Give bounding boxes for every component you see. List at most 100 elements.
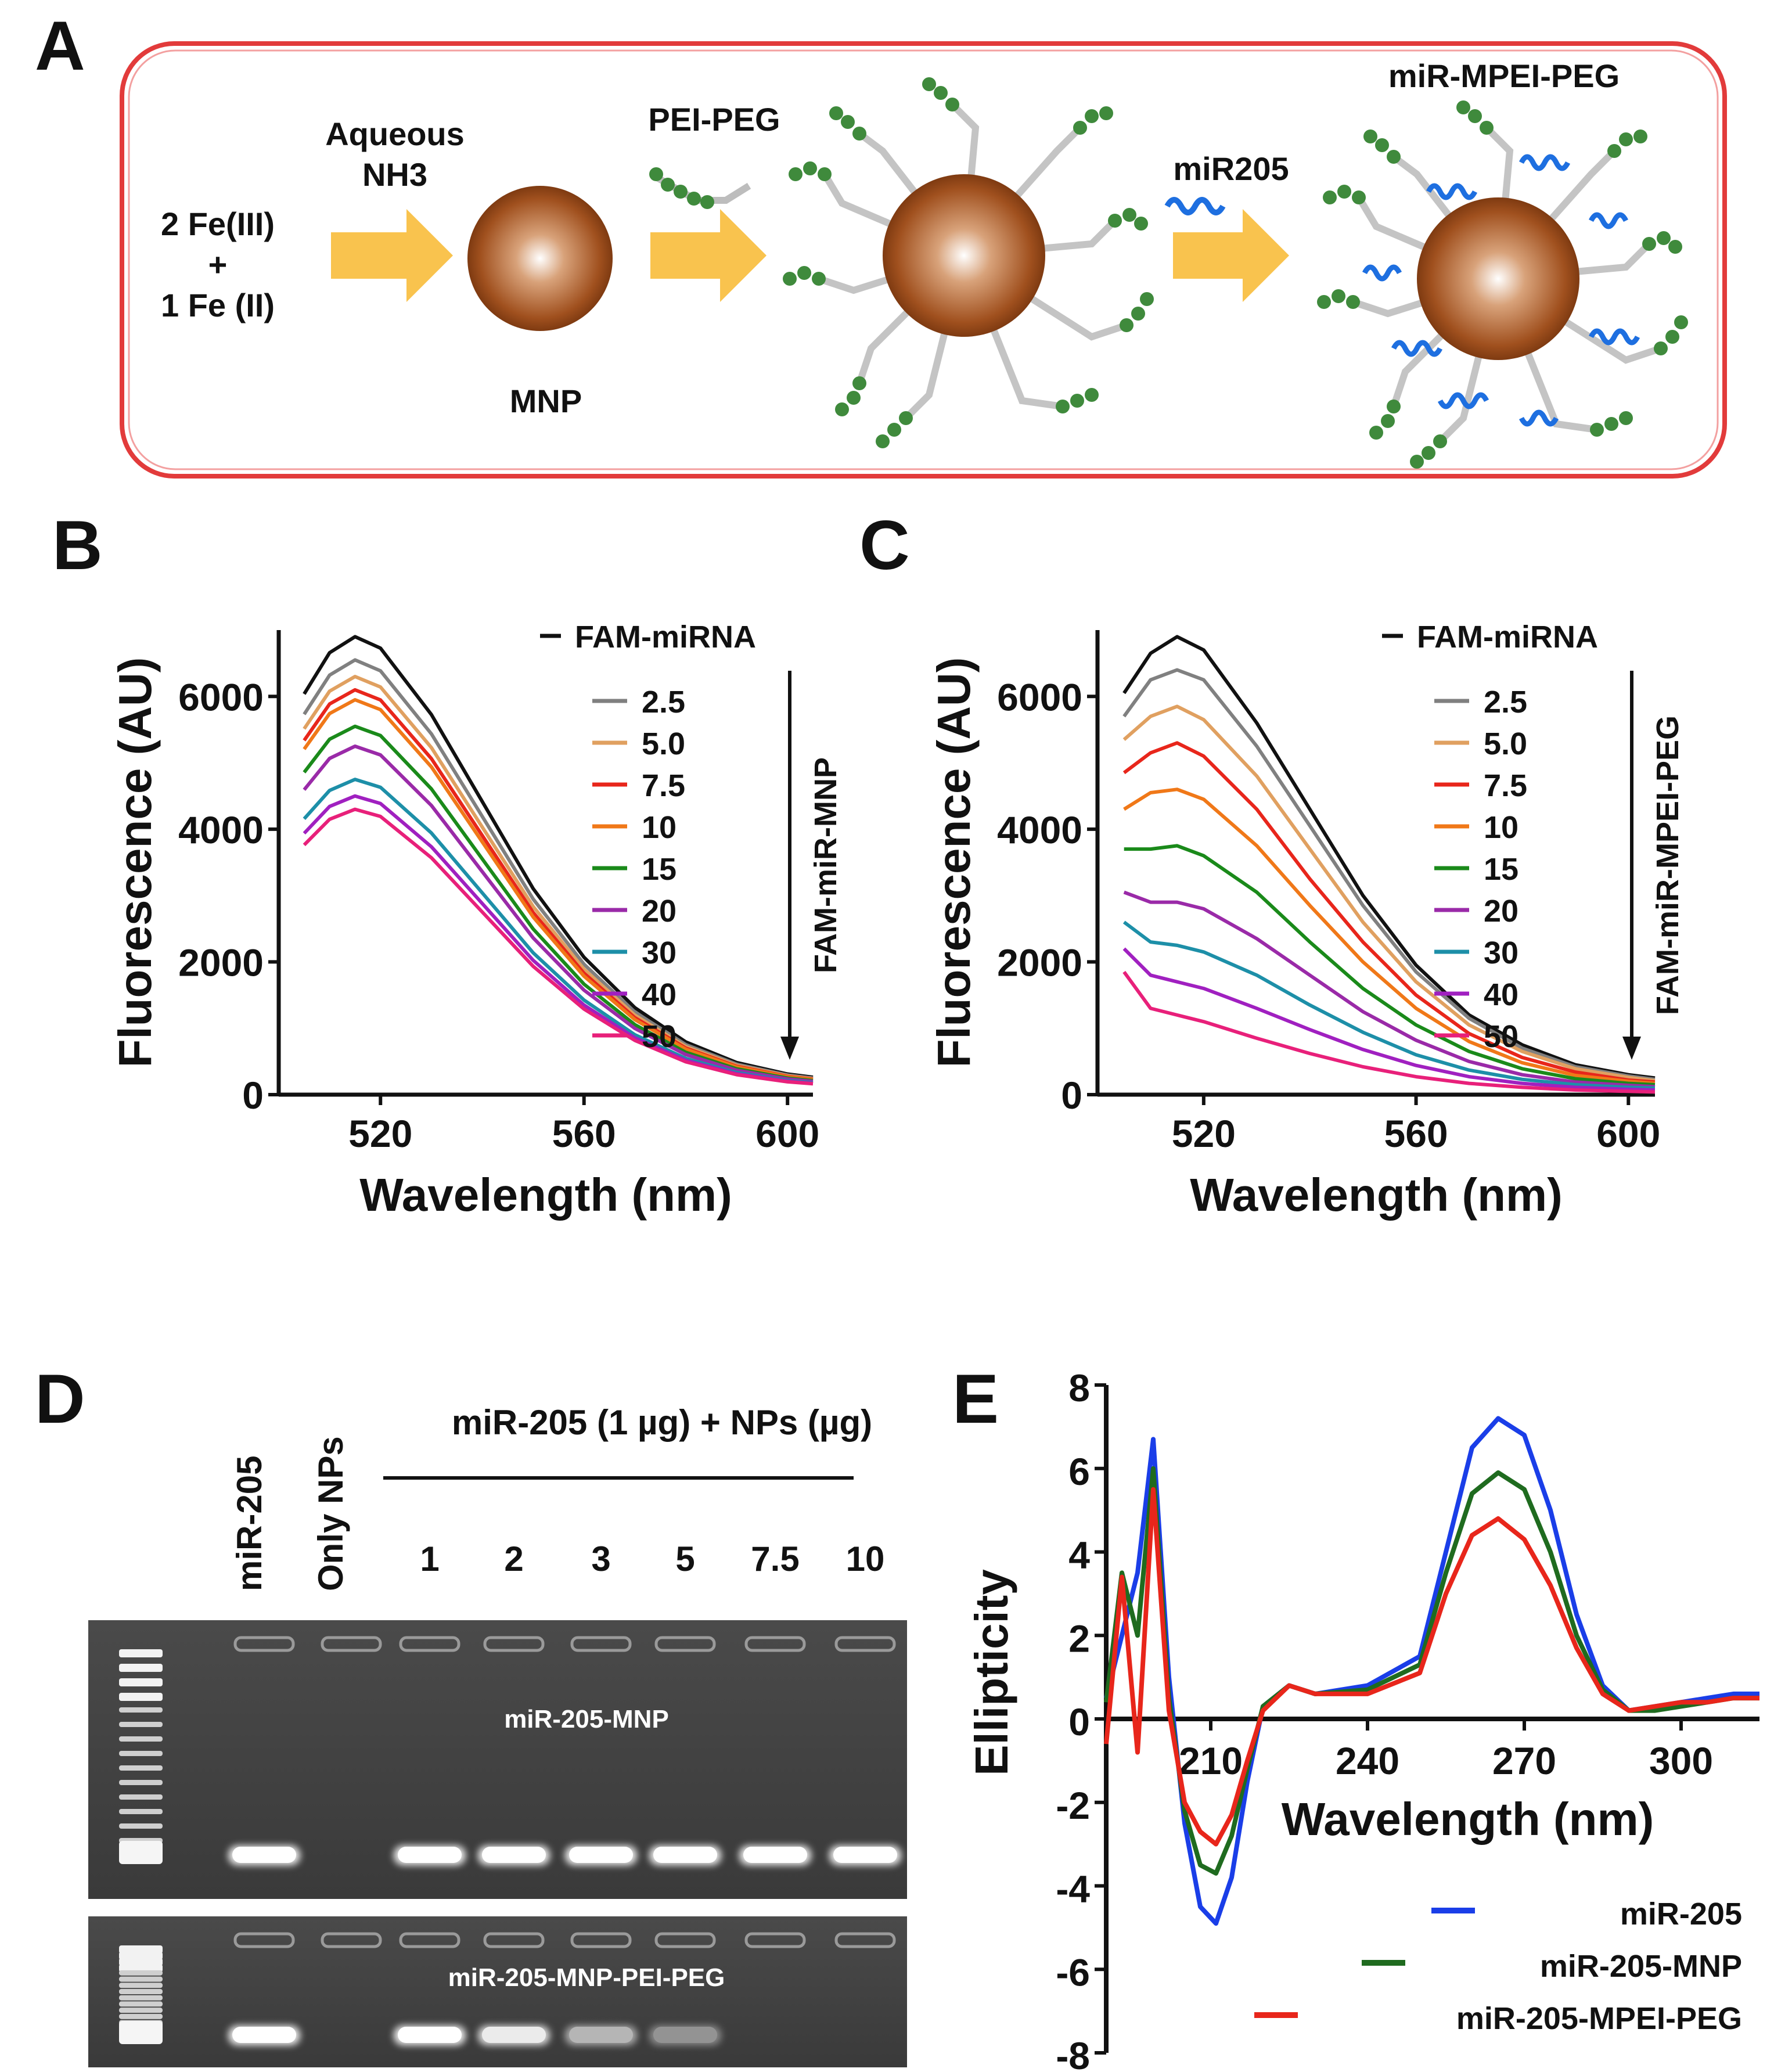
legend-label-FAM-miRNA: FAM-miRNA xyxy=(1417,620,1598,654)
gel-image-mnp-pei-peg xyxy=(88,1916,907,2067)
gel-ladder-band xyxy=(119,1841,163,1864)
gel-well xyxy=(744,1932,806,1948)
gel-group-header: miR-205 (1 µg) + NPs (µg) xyxy=(452,1403,872,1442)
legend-arrow-label: FAM-miR-MPEI-PEG xyxy=(1650,715,1685,1015)
series-line-20 xyxy=(1123,890,1656,1089)
gel-ladder-band xyxy=(119,1664,163,1672)
gel-well xyxy=(654,1932,716,1948)
gel-dose-label: 10 xyxy=(846,1539,885,1578)
legend-label-2.5: 2.5 xyxy=(1484,685,1527,720)
y-tick-label: 6000 xyxy=(178,675,264,718)
x-tick-label: 560 xyxy=(552,1112,616,1155)
x-tick-label: 560 xyxy=(1384,1112,1448,1155)
y-tick-label: 2 xyxy=(1068,1617,1090,1660)
gel-ladder-band xyxy=(119,1678,163,1686)
gel-ladder-band xyxy=(119,1751,163,1756)
gel-ladder-band xyxy=(119,1964,163,1973)
y-axis-title: Fluorescence (AU) xyxy=(109,657,161,1068)
reactant-line2: 1 Fe (II) xyxy=(161,287,275,323)
mirna-icon xyxy=(1164,197,1226,215)
series-line-FAM-miRNA xyxy=(303,635,814,1079)
series-line-miR-205 xyxy=(1104,1416,1759,1926)
gel-well xyxy=(834,1636,896,1652)
legend-arrow-head-icon xyxy=(1622,1037,1641,1060)
y-tick-label: 0 xyxy=(1061,1074,1082,1117)
series-line-7.5 xyxy=(303,688,814,1081)
series-line-15 xyxy=(303,724,814,1082)
arrow-3-icon xyxy=(1173,209,1289,302)
series-line-20 xyxy=(303,744,814,1084)
x-axis-title: Wavelength (nm) xyxy=(359,1169,732,1221)
gel-ladder-band xyxy=(119,2001,163,2007)
gel-band xyxy=(569,2027,633,2043)
reactant-line1: 2 Fe(III) xyxy=(161,206,275,242)
gel-band xyxy=(232,2027,296,2043)
x-tick-label: 600 xyxy=(1596,1112,1660,1155)
legend-label-5.0: 5.0 xyxy=(1484,726,1527,761)
chart-b: 0 2000 4000 6000 520 560 600 Wavelength (nm) Flu… xyxy=(109,620,843,1221)
y-tick-label: 4000 xyxy=(997,808,1082,851)
gel-band xyxy=(833,1847,897,1863)
gel-ladder-band xyxy=(119,1958,163,1966)
gel1-label: miR-205-MNP xyxy=(504,1705,669,1733)
legend-label-miR-205-MPEI-PEG: miR-205-MPEI-PEG xyxy=(1456,2001,1742,2036)
y-tick-label: 4000 xyxy=(178,808,264,851)
reactant-plus: + xyxy=(208,246,228,283)
legend-label-miR-205: miR-205 xyxy=(1620,1897,1742,1931)
legend-arrow-head-icon xyxy=(780,1037,799,1060)
x-axis-title: Wavelength (nm) xyxy=(1190,1169,1562,1221)
gel-ladder-band xyxy=(119,1970,163,1976)
gel-dose-label: 7.5 xyxy=(751,1539,799,1578)
pei-peg-icon xyxy=(649,167,751,209)
legend-label-20: 20 xyxy=(642,894,677,929)
series-line-15 xyxy=(1124,844,1656,1087)
series-line-10 xyxy=(1123,787,1656,1085)
x-tick-label: 300 xyxy=(1649,1739,1713,1782)
legend-label-40: 40 xyxy=(1484,977,1518,1012)
legend-label-FAM-miRNA: FAM-miRNA xyxy=(575,620,756,654)
legend-label-50: 50 xyxy=(642,1019,677,1054)
schematic-border-inner xyxy=(128,49,1719,470)
x-axis-title: Wavelength (nm) xyxy=(1282,1793,1654,1845)
gel-dose-label: 2 xyxy=(504,1539,523,1578)
gel-dose-label: 5 xyxy=(675,1539,695,1578)
gel-ladder-band xyxy=(119,1765,163,1771)
gel-well xyxy=(834,1932,896,1948)
gel-lane-header-mir205: miR-205 xyxy=(230,1456,269,1591)
x-tick-label: 240 xyxy=(1336,1739,1399,1782)
gel-ladder-band xyxy=(119,1809,163,1814)
series-line-2.5 xyxy=(303,658,814,1080)
gel-ladder-band xyxy=(119,1989,163,1994)
gel-well xyxy=(233,1636,295,1652)
x-tick-label: 600 xyxy=(755,1112,819,1155)
gel-ladder-band xyxy=(119,1736,163,1742)
gel-well xyxy=(483,1636,545,1652)
gel-lane-header-only-nps: Only NPs xyxy=(311,1436,350,1591)
legend-label-30: 30 xyxy=(1484,936,1518,970)
legend-label-7.5: 7.5 xyxy=(1484,768,1527,803)
gel-well xyxy=(399,1636,460,1652)
panel-label-c: C xyxy=(859,506,910,584)
series-line-7.5 xyxy=(1122,741,1656,1084)
legend-label-7.5: 7.5 xyxy=(642,768,685,803)
gel2-label: miR-205-MNP-PEI-PEG xyxy=(448,1963,725,1992)
gel-band xyxy=(653,2027,717,2043)
gel-well xyxy=(654,1636,716,1652)
y-tick-label: -6 xyxy=(1056,1951,1090,1994)
series-line-5.0 xyxy=(1122,704,1656,1082)
y-axis-title: Fluorescence (AU) xyxy=(928,657,980,1068)
panel-label-d: D xyxy=(35,1360,85,1438)
particle1-label: MNP xyxy=(510,383,582,419)
gel-band xyxy=(398,2027,462,2043)
gel-band xyxy=(398,1847,462,1863)
legend-label-miR-205-MNP: miR-205-MNP xyxy=(1540,1949,1742,1984)
series-line-2.5 xyxy=(1122,668,1656,1081)
y-tick-label: 8 xyxy=(1068,1366,1090,1409)
panel-label-b: B xyxy=(52,506,103,584)
legend-label-40: 40 xyxy=(642,977,677,1012)
x-tick-label: 270 xyxy=(1492,1739,1556,1782)
y-tick-label: -2 xyxy=(1056,1784,1090,1827)
series-line-FAM-miRNA xyxy=(1122,635,1656,1080)
gel-well xyxy=(399,1932,460,1948)
y-tick-label: -4 xyxy=(1056,1868,1090,1911)
